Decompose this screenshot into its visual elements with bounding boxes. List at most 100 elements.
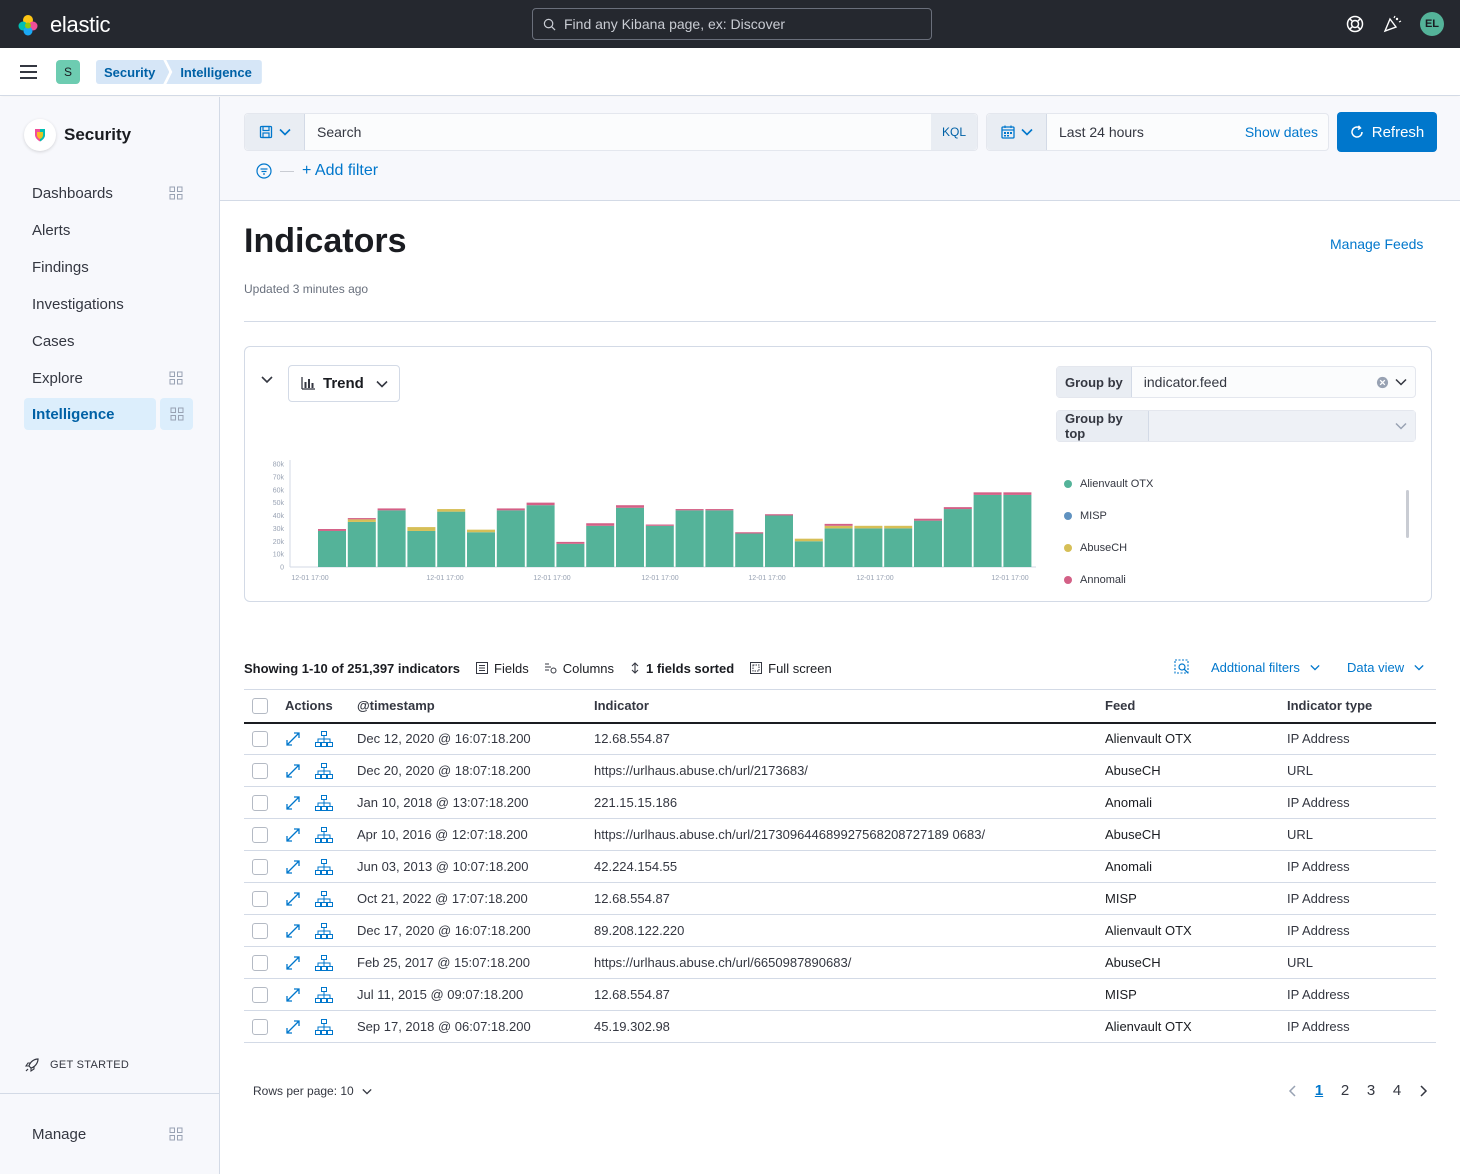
bar-segment[interactable] [407, 530, 436, 567]
bar-segment[interactable] [347, 521, 376, 567]
bar-segment[interactable] [824, 528, 853, 567]
expand-icon[interactable] [285, 987, 301, 1003]
column-header-indicator[interactable]: Indicator [594, 689, 1105, 724]
column-header-timestamp[interactable]: @timestamp [357, 689, 594, 724]
bar-segment[interactable] [1003, 492, 1032, 495]
bar-segment[interactable] [556, 541, 585, 544]
bar-segment[interactable] [437, 509, 466, 512]
investigate-icon[interactable] [315, 922, 333, 939]
row-checkbox[interactable] [252, 986, 268, 1003]
manage-feeds-link[interactable]: Manage Feeds [1330, 236, 1424, 252]
row-checkbox[interactable] [252, 890, 268, 907]
bar-segment[interactable] [556, 543, 585, 567]
bar-segment[interactable] [467, 532, 495, 567]
trend-view-selector[interactable]: Trend [288, 365, 400, 402]
rows-per-page-selector[interactable]: Rows per page: 10 [253, 1084, 372, 1098]
news-feed-icon[interactable] [1382, 15, 1402, 33]
page-4[interactable]: 4 [1392, 1082, 1402, 1099]
bar-segment[interactable] [914, 518, 942, 521]
bar-segment[interactable] [824, 525, 853, 529]
group-by-select[interactable]: Group by indicator.feed [1056, 366, 1416, 398]
bar-segment[interactable] [616, 507, 644, 567]
column-header-indicator-type[interactable]: Indicator type [1287, 689, 1436, 724]
bar-segment[interactable] [735, 533, 764, 567]
sidebar-item-intelligence[interactable]: Intelligence [24, 398, 156, 430]
investigate-icon[interactable] [315, 762, 333, 779]
bar-segment[interactable] [824, 523, 853, 526]
row-checkbox[interactable] [252, 762, 268, 779]
refresh-button[interactable]: Refresh [1337, 112, 1437, 152]
explore-grid-icon[interactable] [169, 371, 183, 385]
bar-segment[interactable] [318, 529, 346, 531]
bar-segment[interactable] [586, 523, 615, 526]
sidebar-item-explore[interactable]: Explore [32, 369, 83, 387]
sidebar-item-cases[interactable]: Cases [32, 332, 75, 350]
get-started-link[interactable]: GET STARTED [24, 1057, 129, 1073]
query-language-button[interactable]: KQL [931, 114, 977, 150]
group-by-top-select[interactable]: Group by top [1056, 410, 1416, 442]
legend-item-misp[interactable]: MISP [1064, 500, 1153, 532]
investigate-icon[interactable] [315, 826, 333, 843]
bar-segment[interactable] [407, 527, 436, 531]
investigate-icon[interactable] [315, 794, 333, 811]
expand-icon[interactable] [285, 1019, 301, 1035]
expand-icon[interactable] [285, 795, 301, 811]
clear-icon[interactable] [1376, 376, 1389, 389]
bar-segment[interactable] [884, 525, 913, 529]
expand-icon[interactable] [285, 891, 301, 907]
previous-page-icon[interactable] [1280, 1084, 1306, 1098]
time-range-label[interactable]: Last 24 hours [1059, 124, 1144, 140]
page-1[interactable]: 1 [1314, 1082, 1324, 1099]
page-2[interactable]: 2 [1340, 1082, 1350, 1099]
sidebar-item-investigations[interactable]: Investigations [32, 295, 124, 313]
bar-segment[interactable] [496, 510, 525, 567]
bar-segment[interactable] [854, 528, 883, 567]
saved-query-button[interactable] [245, 114, 305, 150]
sidebar-item-findings[interactable]: Findings [32, 258, 89, 276]
filter-menu-icon[interactable] [256, 163, 272, 179]
bar-segment[interactable] [735, 532, 764, 534]
bar-segment[interactable] [705, 509, 734, 511]
investigate-icon[interactable] [315, 1018, 333, 1035]
row-checkbox[interactable] [252, 794, 268, 811]
investigate-icon[interactable] [315, 954, 333, 971]
bar-segment[interactable] [437, 511, 466, 567]
bar-segment[interactable] [1003, 494, 1032, 567]
bar-segment[interactable] [347, 518, 376, 520]
expand-icon[interactable] [285, 731, 301, 747]
expand-icon[interactable] [285, 923, 301, 939]
legend-scrollbar[interactable] [1406, 490, 1409, 538]
row-checkbox[interactable] [252, 954, 268, 971]
row-checkbox[interactable] [252, 858, 268, 875]
sort-button[interactable]: 1 fields sorted [630, 661, 734, 676]
fields-button[interactable]: Fields [476, 661, 529, 676]
show-dates-button[interactable]: Show dates [1244, 124, 1318, 140]
bar-segment[interactable] [586, 525, 615, 567]
row-checkbox[interactable] [252, 922, 268, 939]
bar-segment[interactable] [943, 509, 972, 567]
legend-item-abusech[interactable]: AbuseCH [1064, 532, 1153, 564]
select-all-checkbox[interactable] [252, 698, 268, 715]
inspect-icon[interactable] [1174, 659, 1190, 675]
help-icon[interactable] [1346, 15, 1364, 33]
bar-segment[interactable] [973, 494, 1002, 567]
dashboards-grid-icon[interactable] [169, 186, 183, 200]
expand-icon[interactable] [285, 859, 301, 875]
intelligence-grid-button[interactable] [160, 398, 193, 430]
bar-segment[interactable] [854, 525, 883, 529]
columns-button[interactable]: Columns [544, 661, 614, 676]
bar-segment[interactable] [616, 505, 644, 508]
bar-segment[interactable] [794, 541, 823, 567]
bar-segment[interactable] [794, 538, 823, 542]
search-input[interactable]: Search [317, 124, 362, 140]
collapse-chevron-icon[interactable] [260, 375, 274, 385]
page-3[interactable]: 3 [1366, 1082, 1376, 1099]
bar-segment[interactable] [526, 505, 555, 567]
bar-segment[interactable] [943, 507, 972, 510]
bar-segment[interactable] [675, 509, 704, 511]
additional-filters-button[interactable]: Addtional filters [1211, 660, 1320, 675]
elastic-logo[interactable]: elastic [16, 12, 111, 38]
bar-segment[interactable] [496, 508, 525, 511]
space-selector[interactable]: S [56, 60, 80, 84]
investigate-icon[interactable] [315, 731, 333, 748]
